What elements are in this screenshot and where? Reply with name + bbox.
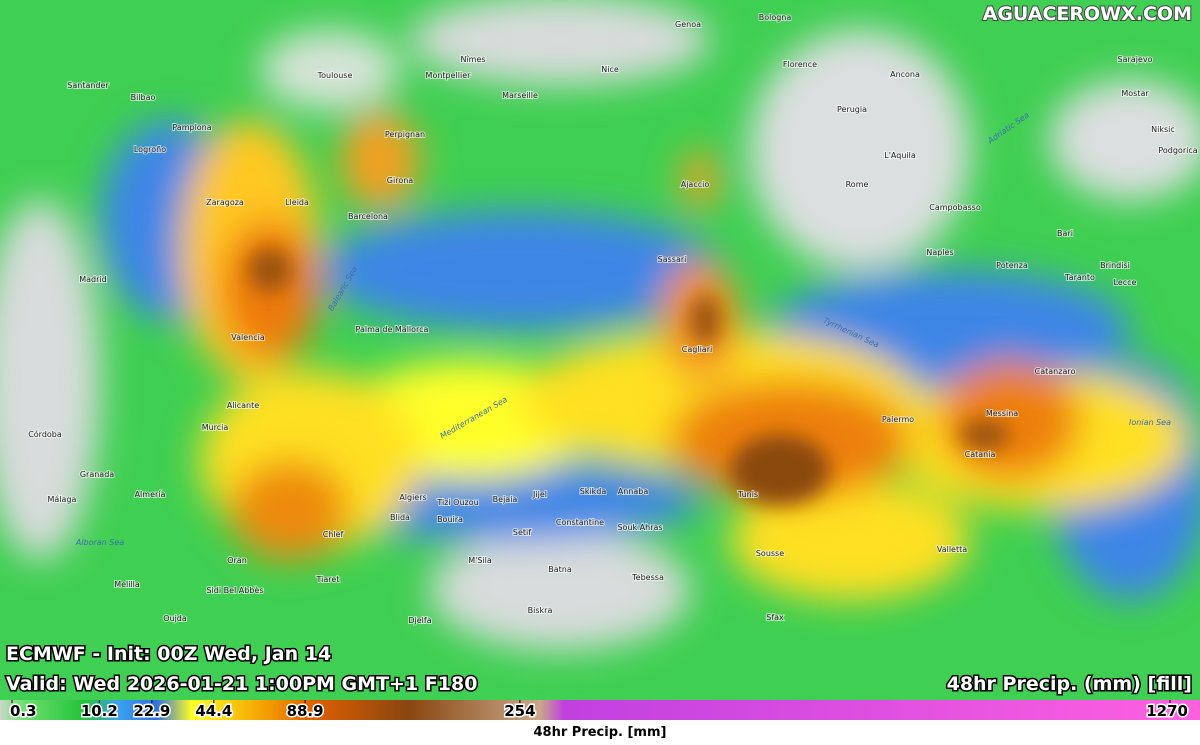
- place-label: Mostar: [1121, 89, 1149, 98]
- place-label: Lecce: [1114, 278, 1137, 287]
- place-label: Setif: [513, 528, 531, 537]
- place-label: Zaragoza: [206, 198, 244, 207]
- place-label: Tunis: [737, 490, 758, 499]
- place-label: Niksic: [1151, 125, 1175, 134]
- place-label: Potenza: [996, 261, 1028, 270]
- place-label: Batna: [548, 565, 572, 574]
- place-label: Annaba: [618, 487, 649, 496]
- precip-field: [0, 0, 1200, 700]
- watermark: AGUACEROWX.COM: [983, 3, 1192, 25]
- place-label: Málaga: [48, 495, 77, 504]
- place-label: Murcia: [202, 423, 229, 432]
- place-label: Bilbao: [131, 93, 156, 102]
- place-label: Nîmes: [460, 55, 485, 64]
- place-label: Córdoba: [28, 429, 62, 439]
- place-label: Blida: [390, 513, 410, 522]
- place-label: Rome: [846, 180, 869, 189]
- place-label: Bari: [1057, 229, 1073, 238]
- place-label: Chlef: [323, 530, 344, 539]
- place-label: Campobasso: [929, 203, 981, 212]
- place-label: Podgorica: [1158, 146, 1197, 155]
- colorbar-tick-label: 44.4: [195, 702, 232, 720]
- place-label: Messina: [986, 409, 1018, 418]
- colorbar-tick-label: 22.9: [133, 702, 170, 720]
- place-label: Bouira: [437, 515, 463, 524]
- place-label: Sfax: [766, 613, 784, 622]
- place-label: Jijel: [532, 490, 547, 499]
- place-label: Toulouse: [317, 71, 353, 80]
- place-label: Oran: [227, 556, 247, 565]
- place-label: Algiers: [399, 493, 426, 502]
- sea-label: Alboran Sea: [75, 538, 124, 547]
- colorbar: [0, 700, 1200, 720]
- place-label: Almería: [135, 490, 166, 499]
- place-label: Ancona: [890, 70, 920, 79]
- place-label: Genoa: [675, 20, 701, 29]
- place-label: Palma de Mallorca: [356, 325, 429, 334]
- place-label: Logroño: [134, 145, 166, 154]
- place-label: Nice: [601, 65, 619, 74]
- place-label: Skikda: [580, 487, 607, 496]
- colorbar-tick-label: 0.3: [10, 702, 37, 720]
- place-label: Pamplona: [172, 123, 211, 132]
- place-label: Constantine: [556, 518, 604, 527]
- place-label: Biskra: [528, 606, 553, 615]
- place-label: Cagliari: [682, 345, 712, 354]
- colorbar-tick-label: 254: [504, 702, 535, 720]
- place-label: Sassari: [658, 255, 687, 264]
- place-label: Tiaret: [316, 575, 340, 584]
- colorbar-tick-label: 10.2: [81, 702, 118, 720]
- place-label: Catanzaro: [1035, 367, 1076, 376]
- colorbar-ticks: 0.3 10.2 22.9 44.4 88.9 254 1270: [9, 700, 1190, 722]
- place-label: Bologna: [759, 13, 792, 22]
- place-label: Palermo: [882, 415, 914, 424]
- place-label: Naples: [926, 248, 953, 257]
- place-label: Taranto: [1064, 273, 1095, 282]
- product-name: 48hr Precip. (mm) [fill]: [947, 673, 1192, 695]
- place-label: Granada: [80, 470, 114, 479]
- place-label: Sarajevo: [1118, 55, 1153, 64]
- place-label: Montpellier: [426, 71, 472, 80]
- place-label: L'Aquila: [884, 151, 916, 160]
- place-label: M'Sila: [468, 556, 492, 565]
- model-init: ECMWF - Init: 00Z Wed, Jan 14: [6, 643, 331, 665]
- place-label: Madrid: [79, 275, 106, 284]
- valid-time: Valid: Wed 2026-01-21 1:00PM GMT+1 F180: [6, 673, 477, 695]
- place-label: Catania: [965, 450, 996, 459]
- colorbar-tick-label: 1270: [1146, 702, 1188, 720]
- place-label: Girona: [387, 176, 414, 185]
- place-label: Santander: [67, 81, 109, 90]
- place-label: Sidi Bel Abbès: [206, 585, 263, 595]
- place-label: Tizi Ouzou: [436, 498, 478, 507]
- place-label: Brindisi: [1100, 261, 1130, 270]
- place-label: Barcelona: [348, 212, 388, 221]
- place-label: Melilla: [114, 580, 140, 589]
- place-label: Alicante: [227, 401, 259, 410]
- place-label: Ajaccio: [681, 180, 710, 189]
- place-label: Lleida: [285, 198, 309, 207]
- sea-label: Ionian Sea: [1129, 418, 1171, 427]
- place-label: Valencia: [231, 333, 265, 342]
- place-label: Marseille: [502, 91, 538, 100]
- place-label: Sousse: [756, 549, 784, 558]
- place-label: Oujda: [163, 614, 187, 623]
- place-label: Perpignan: [385, 130, 425, 139]
- colorbar-title: 48hr Precip. [mm]: [534, 725, 667, 740]
- place-label: Tebessa: [631, 573, 664, 582]
- colorbar-tick-label: 88.9: [287, 702, 324, 720]
- place-label: Perugia: [837, 105, 867, 114]
- place-label: Valletta: [937, 545, 967, 554]
- place-label: Bejaia: [493, 495, 518, 504]
- place-label: Florence: [783, 60, 817, 69]
- place-label: Djelfa: [408, 616, 431, 625]
- place-labels: Bologna Genoa Nîmes Toulouse Montpellier Mars…: [27, 12, 1199, 626]
- place-label: Souk Ahras: [617, 523, 662, 532]
